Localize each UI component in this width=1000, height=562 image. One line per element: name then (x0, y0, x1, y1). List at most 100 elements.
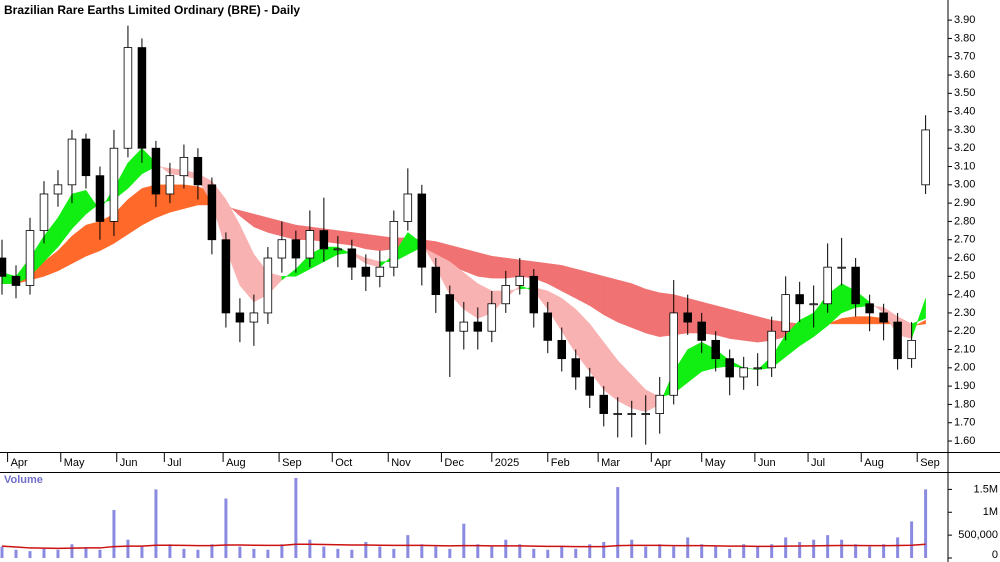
volume-bar (854, 544, 858, 558)
y-tick-label: 3.10 (954, 160, 975, 172)
y-tick-label: 3.80 (954, 32, 975, 44)
ribbon-segment (491, 255, 507, 279)
volume-bar (42, 548, 46, 558)
volume-bar (154, 489, 158, 558)
ribbon-segment (519, 259, 535, 279)
x-tick-label: 2025 (495, 457, 519, 469)
y-tick-label: 3.40 (954, 106, 975, 118)
candle-body (207, 184, 217, 241)
volume-bar (560, 546, 564, 558)
candle-body (487, 303, 497, 332)
ribbon-segment (505, 257, 521, 279)
volume-bar (546, 549, 550, 558)
candle-body (375, 266, 385, 277)
volume-bar (196, 549, 200, 558)
volume-bar (756, 546, 760, 558)
candle-body (403, 193, 413, 222)
volume-bar (770, 544, 774, 558)
ribbon-segment (365, 233, 381, 251)
candle-body (655, 394, 664, 414)
y-tick-label: 2.30 (954, 307, 975, 319)
volume-bar (238, 546, 242, 558)
candle-body (361, 266, 371, 277)
candle-body (333, 248, 343, 251)
volume-bar (322, 546, 326, 558)
volume-bar (364, 541, 368, 558)
volume-bar (448, 548, 452, 558)
volume-bar (840, 539, 844, 558)
x-tick-label: Apr (654, 457, 671, 469)
price-panel (0, 25, 930, 445)
candle-body (151, 147, 161, 195)
volume-bar (490, 546, 494, 558)
x-tick-label: Sep (920, 457, 940, 469)
y-tick-label: 2.10 (954, 343, 975, 355)
candle-body (95, 175, 105, 222)
volume-bar (616, 487, 620, 558)
y-tick-label: 3.00 (954, 179, 975, 191)
volume-bar (420, 544, 424, 558)
y-tick-label: 500,000 (958, 529, 998, 541)
volume-bar (728, 548, 732, 558)
candle-body (53, 184, 63, 195)
volume-bar (868, 546, 872, 558)
y-tick-label: 3.60 (954, 69, 975, 81)
candle-body (767, 330, 776, 369)
volume-bar (210, 544, 214, 558)
candle-body (613, 413, 622, 415)
y-tick-label: 1.80 (954, 398, 975, 410)
candle-body (823, 266, 832, 305)
y-tick-label: 1.60 (954, 435, 975, 447)
volume-bar (56, 549, 60, 558)
candle-body (25, 230, 35, 286)
volume-bar (140, 546, 144, 558)
candle-body (697, 321, 706, 341)
x-tick-label: Mar (601, 457, 620, 469)
candle-body (347, 248, 357, 268)
ribbon-segment (855, 316, 870, 325)
y-tick-label: 1.70 (954, 417, 975, 429)
y-tick-label: 3.30 (954, 124, 975, 136)
volume-bar (476, 544, 480, 558)
volume-bar (112, 509, 116, 558)
candle-body (641, 413, 650, 415)
candle-body (753, 367, 762, 370)
volume-bar (280, 544, 284, 558)
candle-body (417, 193, 427, 268)
x-tick-label: May (705, 457, 726, 469)
ribbon-segment (477, 252, 493, 279)
ribbon-segment (337, 230, 353, 246)
volume-title: Volume (4, 474, 43, 486)
volume-bar (742, 544, 746, 558)
volume-bar (350, 549, 354, 558)
ribbon-segment (603, 276, 618, 323)
volume-bar (434, 546, 438, 558)
volume-bar (532, 548, 536, 558)
candle-body (809, 303, 818, 306)
volume-bar (294, 477, 298, 558)
x-tick-label: Jun (758, 457, 776, 469)
volume-bar (0, 546, 4, 558)
ribbon-segment (631, 283, 646, 334)
volume-panel (0, 477, 928, 558)
candle-body (277, 239, 287, 259)
candle-body (39, 193, 49, 231)
candle-body (879, 312, 888, 323)
candle-body (865, 303, 874, 314)
candle-body (907, 339, 916, 360)
candle-body (627, 413, 636, 415)
volume-bar (672, 546, 676, 558)
volume-bar (588, 544, 592, 558)
candle-body (193, 156, 203, 186)
x-tick-label: Feb (551, 457, 570, 469)
y-tick-label: 2.00 (954, 362, 975, 374)
candle-body (235, 312, 245, 323)
candle-body (781, 294, 790, 332)
candle-body (739, 367, 748, 378)
candle-body (221, 239, 231, 314)
candle-body (109, 147, 119, 222)
volume-bar (574, 548, 578, 558)
ribbon-segment (743, 312, 758, 343)
